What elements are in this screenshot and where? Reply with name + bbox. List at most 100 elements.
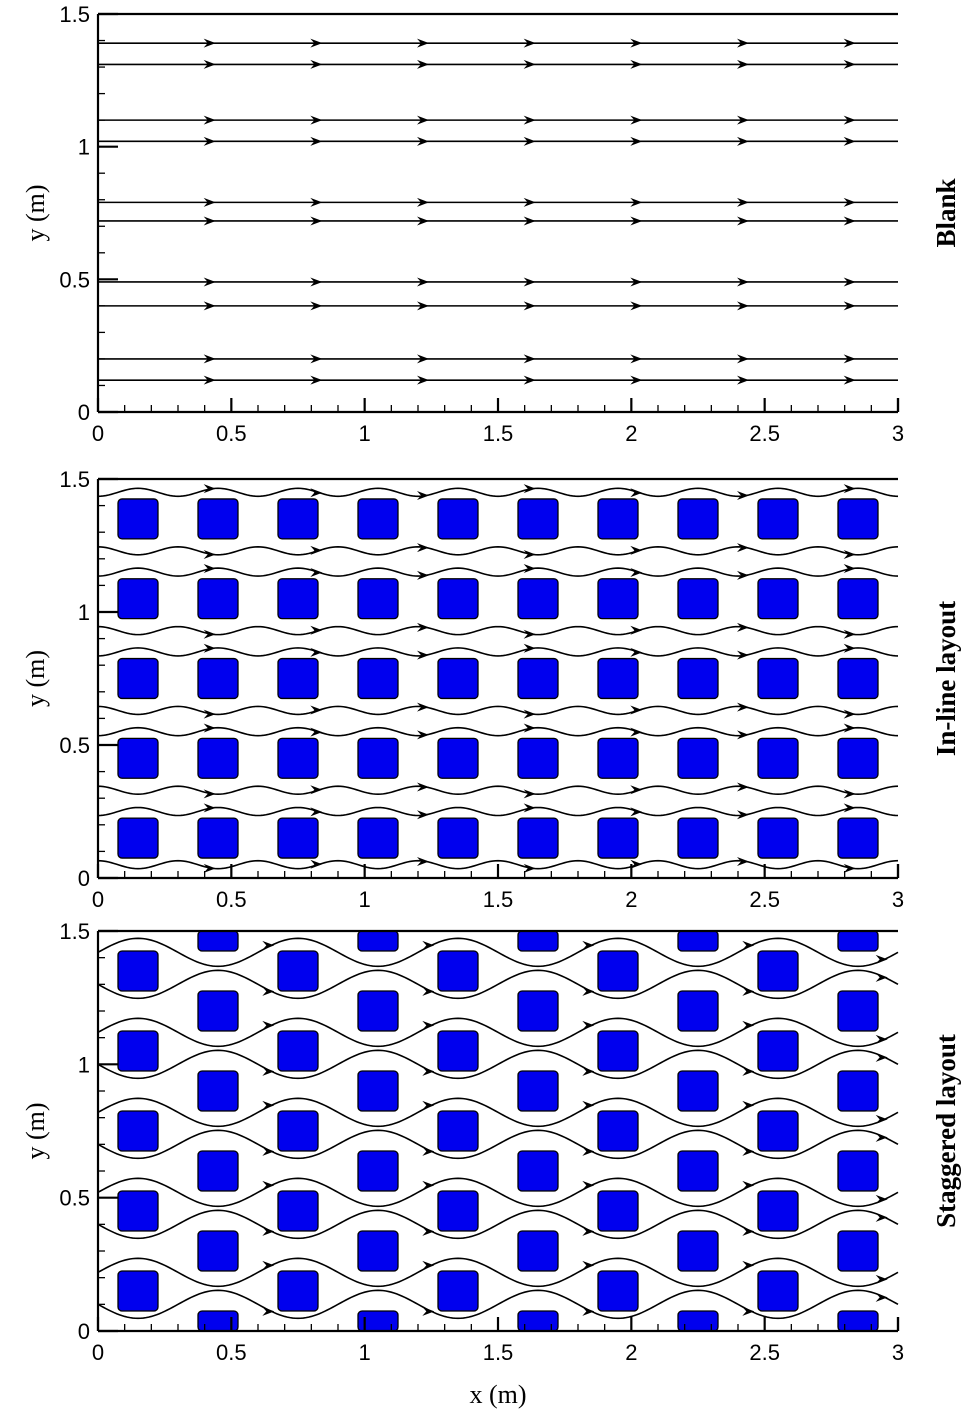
building-block	[117, 817, 159, 859]
streamline-arrow	[523, 629, 536, 639]
building-block	[837, 1070, 879, 1112]
streamline-arrow	[737, 197, 749, 207]
streamline-arrow	[422, 986, 435, 996]
streamline-arrow	[417, 810, 429, 820]
building-block	[677, 1150, 719, 1192]
streamline	[97, 1209, 899, 1240]
streamline-arrow	[843, 723, 856, 733]
building-block	[437, 817, 479, 859]
building-block	[677, 578, 719, 620]
y-tick-label: 0.5	[59, 733, 90, 758]
streamline-arrow	[843, 115, 856, 125]
building-block	[757, 1110, 799, 1152]
streamline-arrow	[422, 1260, 435, 1270]
streamline-arrow	[875, 1052, 888, 1062]
streamline-arrow	[523, 643, 536, 653]
building-block	[597, 1110, 639, 1152]
building-block	[597, 1030, 639, 1072]
building-block	[597, 817, 639, 859]
y-tick-label: 0	[78, 400, 90, 425]
streamline-arrow	[582, 940, 595, 950]
building-block	[357, 657, 399, 700]
building-block	[277, 1270, 319, 1312]
streamline-arrow	[737, 650, 749, 660]
streamline-arrow	[203, 643, 216, 653]
streamline-arrow	[843, 789, 856, 799]
building-block	[757, 498, 799, 540]
streamline-arrow	[203, 629, 216, 639]
streamline-arrow	[737, 782, 749, 792]
streamline-arrow	[737, 216, 749, 226]
streamline-arrow	[310, 38, 323, 48]
streamline	[97, 937, 899, 968]
streamline-arrow	[737, 38, 749, 48]
streamline-arrow	[737, 115, 749, 125]
streamline-arrow	[417, 856, 429, 866]
building-block	[117, 737, 159, 779]
streamline-arrow	[582, 1306, 595, 1316]
streamline-arrow	[630, 647, 643, 657]
building-block	[357, 990, 399, 1032]
building-block	[117, 657, 159, 700]
streamline-arrow	[737, 856, 749, 866]
building-block	[357, 737, 399, 779]
streamline-arrow	[262, 1226, 275, 1236]
building-block	[837, 737, 879, 779]
streamline-arrow	[203, 484, 216, 494]
streamline-arrow	[630, 59, 643, 69]
y-tick-label: 1	[78, 135, 90, 160]
streamline	[97, 1177, 899, 1208]
streamline-arrow	[422, 1180, 435, 1190]
building-block	[277, 1190, 319, 1232]
x-tick-label: 2	[625, 421, 637, 446]
building-block	[117, 1190, 159, 1232]
streamline-arrow	[843, 301, 856, 311]
building-block	[757, 1190, 799, 1232]
building-block	[837, 990, 879, 1032]
y-tick-label: 1.5	[59, 467, 90, 492]
streamline	[97, 545, 899, 556]
streamline-arrow	[417, 59, 429, 69]
streamline	[97, 487, 899, 498]
streamline-arrow	[843, 59, 856, 69]
streamline-arrow	[203, 115, 216, 125]
streamline-arrow	[843, 277, 856, 287]
streamline-arrow	[582, 1100, 595, 1110]
x-tick-label: 0.5	[216, 421, 247, 446]
streamline-arrow	[262, 1306, 275, 1316]
building-block	[517, 930, 559, 952]
streamline-arrow	[310, 705, 323, 715]
streamline-arrow	[630, 197, 643, 207]
streamline-arrow	[523, 563, 536, 573]
streamline-arrow	[262, 1100, 275, 1110]
streamline-arrow	[310, 859, 323, 869]
building-block	[437, 737, 479, 779]
building-block	[437, 1270, 479, 1312]
panel-side-label: Staggered layout	[931, 1034, 961, 1228]
streamline-arrow	[523, 216, 536, 226]
building-block	[437, 950, 479, 992]
building-block	[517, 1070, 559, 1112]
x-tick-label: 0.5	[216, 1340, 247, 1365]
building-block	[677, 1310, 719, 1332]
building-block	[117, 1110, 159, 1152]
x-tick-label: 2.5	[749, 421, 780, 446]
streamline-arrow	[582, 1146, 595, 1156]
building-block	[437, 1110, 479, 1152]
building-block	[517, 657, 559, 700]
streamline-arrow	[262, 1020, 275, 1030]
streamline-arrow	[630, 136, 643, 146]
streamline-arrow	[737, 622, 749, 632]
y-tick-label: 1	[78, 1052, 90, 1077]
streamline-arrow	[737, 354, 749, 364]
streamline-arrow	[262, 1066, 275, 1076]
building-block	[757, 578, 799, 620]
streamline-arrow	[310, 488, 323, 498]
streamline-arrow	[203, 709, 216, 719]
building-block	[517, 498, 559, 540]
x-tick-label: 2	[625, 887, 637, 912]
building-block	[197, 1230, 239, 1272]
building-block	[197, 578, 239, 620]
building-block	[197, 1150, 239, 1192]
building-block	[757, 1270, 799, 1312]
